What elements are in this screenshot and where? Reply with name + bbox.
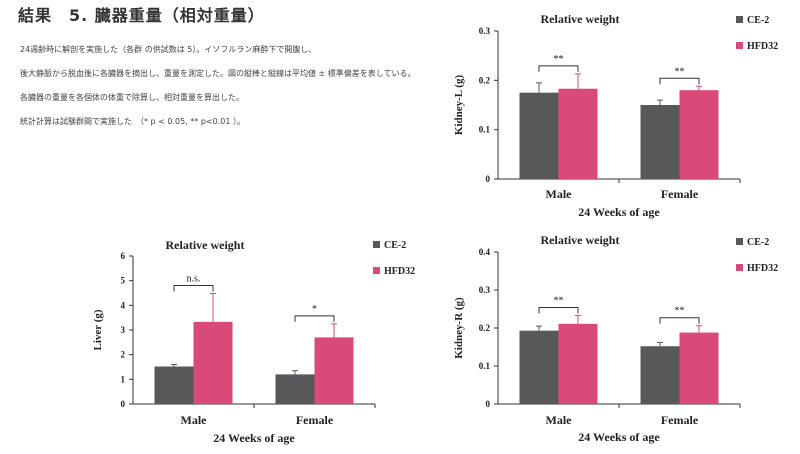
y-tick-label: 5 xyxy=(121,276,126,286)
y-tick-label: 0.2 xyxy=(479,323,491,333)
significance-label: * xyxy=(312,304,317,315)
bar-hfd32-female xyxy=(314,337,354,404)
bar-hfd32-male xyxy=(558,323,598,404)
method-note-1: 24週齢時に解剖を実施した（各群 の供試数は 5）。イソフルラン麻酔下で開腹し、 xyxy=(20,45,317,54)
y-tick-label: 0 xyxy=(486,399,491,409)
legend-swatch xyxy=(736,264,743,271)
significance-label: ** xyxy=(554,295,564,306)
chart-title: Relative weight xyxy=(541,12,620,26)
legend-swatch xyxy=(736,16,743,23)
y-tick-label: 0 xyxy=(121,399,126,409)
page-title: 結果 5. 臓器重量（相対重量） xyxy=(18,6,265,25)
x-tick-label: Male xyxy=(546,187,573,201)
legend-label: HFD32 xyxy=(747,263,778,274)
y-tick-label: 0.3 xyxy=(479,285,491,295)
chart-title: Relative weight xyxy=(166,238,245,252)
bar-ce-2-male xyxy=(154,366,194,404)
y-tick-label: 0.1 xyxy=(479,125,491,135)
x-axis-title: 24 Weeks of age xyxy=(578,205,660,219)
significance-bracket xyxy=(173,284,214,292)
legend-label: CE-2 xyxy=(747,237,769,248)
significance-bracket xyxy=(659,317,700,324)
legend-swatch xyxy=(736,42,743,49)
x-tick-label: Female xyxy=(661,187,699,201)
bar-ce-2-female xyxy=(640,105,680,179)
bar-hfd32-female xyxy=(679,332,719,404)
y-tick-label: 0 xyxy=(486,174,491,184)
x-tick-label: Male xyxy=(546,413,573,427)
bar-ce-2-female xyxy=(640,346,680,404)
y-tick-label: 3 xyxy=(121,325,126,335)
method-note-3: 各臓器の重量を各個体の体重で除算し、相対重量を算出した。 xyxy=(20,93,244,102)
x-tick-label: Female xyxy=(296,413,334,427)
bar-hfd32-male xyxy=(193,321,233,404)
y-tick-label: 6 xyxy=(121,251,126,261)
y-axis-label: Kidney-R (g) xyxy=(453,297,465,359)
significance-label: n.s. xyxy=(187,273,201,284)
legend-label: HFD32 xyxy=(384,266,415,277)
x-tick-label: Female xyxy=(661,413,699,427)
bar-hfd32-male xyxy=(558,88,598,179)
significance-bracket xyxy=(659,77,700,85)
y-tick-label: 1 xyxy=(121,374,126,384)
bar-ce-2-male xyxy=(519,330,559,404)
y-tick-label: 4 xyxy=(121,300,126,310)
significance-label: ** xyxy=(675,66,685,77)
legend-label: CE-2 xyxy=(747,15,769,26)
y-axis-label: Kidney-L (g) xyxy=(453,75,465,136)
chart-title: Relative weight xyxy=(541,233,620,247)
x-tick-label: Male xyxy=(181,413,208,427)
y-tick-label: 0.4 xyxy=(479,247,491,257)
bar-ce-2-female xyxy=(275,374,315,404)
bar-ce-2-male xyxy=(519,92,559,179)
x-axis-title: 24 Weeks of age xyxy=(578,430,660,444)
legend-swatch xyxy=(736,238,743,245)
x-axis-title: 24 Weeks of age xyxy=(213,431,295,445)
bar-hfd32-female xyxy=(679,90,719,179)
legend-label: HFD32 xyxy=(747,41,778,52)
y-tick-label: 0.3 xyxy=(479,26,491,36)
method-note-2: 後大静脈から脱血後に各臓器を摘出し、重量を測定した。図の縦棒と縦線は平均値 ± … xyxy=(20,69,416,78)
liver-chart: Relative weight 0 1 2 3 4 5 6 Liver (g) Male n.s. F… xyxy=(85,232,450,454)
significance-bracket xyxy=(538,306,579,314)
y-axis-label: Liver (g) xyxy=(92,309,104,350)
legend-swatch xyxy=(373,241,380,248)
legend-swatch xyxy=(373,267,380,274)
y-tick-label: 0.2 xyxy=(479,75,491,85)
significance-bracket xyxy=(294,315,335,322)
y-tick-label: 2 xyxy=(121,350,126,360)
y-tick-label: 0.1 xyxy=(479,361,491,371)
significance-label: ** xyxy=(675,306,685,317)
kidney-left-chart: Relative weight 0 0.1 0.2 0.3 Kidney-L (g) Mal… xyxy=(450,0,800,229)
method-note-4: 統計計算は試験群間で実施した （* p < 0.05, ** p<0.01 ）。 xyxy=(20,117,245,126)
significance-bracket xyxy=(538,65,579,72)
significance-label: ** xyxy=(554,54,564,65)
kidney-right-chart: Relative weight 0 0.1 0.2 0.3 0.4 Kidney-R (g)… xyxy=(450,228,800,454)
legend-label: CE-2 xyxy=(384,240,406,251)
